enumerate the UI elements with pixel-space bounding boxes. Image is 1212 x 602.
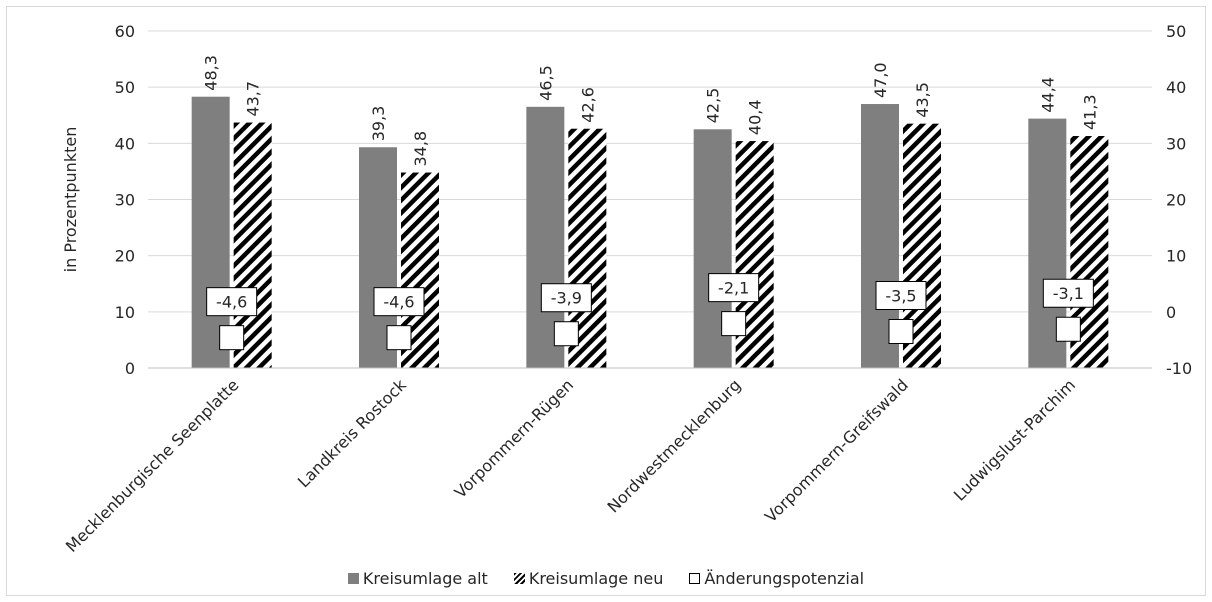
data-label-alt: 48,3 [202,55,221,91]
data-label-aenderung: -2,1 [718,279,749,298]
y-tick-label: 10 [115,303,135,322]
y-tick-label: 40 [115,134,135,153]
data-label-aenderung: -3,9 [551,289,582,308]
y-tick-label: 60 [115,22,135,41]
y-tick-label: 30 [115,191,135,210]
data-label-aenderung: -4,6 [216,293,247,312]
y2-tick-label: 50 [1166,22,1186,41]
y2-tick-label: 30 [1166,134,1186,153]
data-label-alt: 47,0 [871,62,890,98]
y-axis-label: in Prozentpunkten [61,127,80,273]
data-label-neu: 43,7 [244,81,263,117]
data-label-box-aenderung [206,287,258,317]
legend-swatch-neu [513,572,525,584]
x-tick-label: Vorpommern-Rügen [451,375,578,502]
marker-aenderungspotenzial [219,325,245,351]
marker-aenderungspotenzial [721,311,747,337]
data-label-box-aenderung [1042,278,1094,308]
data-label-neu: 34,8 [411,131,430,167]
y2-tick-label: 0 [1166,303,1176,322]
y2-tick-label: -10 [1166,359,1192,378]
y2-tick-label: 20 [1166,191,1186,210]
legend-item-neu: Kreisumlage neu [513,568,664,588]
data-label-neu: 42,6 [578,87,597,123]
legend-swatch-alt [347,572,359,584]
legend-item-aenderung: Änderungspotenzial [689,569,864,588]
y-tick-label: 50 [115,78,135,97]
marker-aenderungspotenzial [1055,316,1081,342]
legend-label-aenderung: Änderungspotenzial [704,568,865,588]
x-tick-label: Landkreis Rostock [294,375,410,491]
y2-tick-label: 40 [1166,78,1186,97]
data-label-neu: 41,3 [1080,94,1099,130]
y-tick-label: 20 [115,247,135,266]
x-tick-label: Vorpommern-Greifswald [761,375,912,526]
legend-label-neu: Kreisumlage neu [528,568,664,588]
data-label-box-aenderung [540,283,592,313]
data-label-box-aenderung [373,287,425,317]
bar-kreisumlage-alt [191,96,230,368]
y-tick-label: 0 [125,359,135,378]
data-label-aenderung: -3,5 [885,286,916,305]
y2-tick-label: 10 [1166,247,1186,266]
marker-aenderungspotenzial [386,325,412,351]
data-label-box-aenderung [708,273,760,303]
data-label-alt: 46,5 [536,65,555,101]
data-label-box-aenderung [875,280,927,310]
legend-swatch-aenderung [689,572,701,584]
data-label-aenderung: -4,6 [383,293,414,312]
data-label-aenderung: -3,1 [1053,284,1084,303]
data-label-neu: 40,4 [746,99,765,135]
marker-aenderungspotenzial [888,318,914,344]
x-tick-label: Mecklenburgische Seenplatte [62,375,243,556]
data-label-neu: 43,5 [913,82,932,118]
legend: Kreisumlage alt Kreisumlage neu Änderung… [0,566,1212,590]
chart-frame [6,6,1206,596]
data-label-alt: 44,4 [1038,77,1057,113]
x-tick-label: Ludwigslust-Parchim [950,375,1079,504]
data-label-alt: 42,5 [704,88,723,124]
legend-label-alt: Kreisumlage alt [362,568,488,588]
x-tick-label: Nordwestmecklenburg [603,375,744,516]
legend-item-alt: Kreisumlage alt [347,568,488,588]
data-label-alt: 39,3 [369,106,388,142]
marker-aenderungspotenzial [553,321,579,347]
